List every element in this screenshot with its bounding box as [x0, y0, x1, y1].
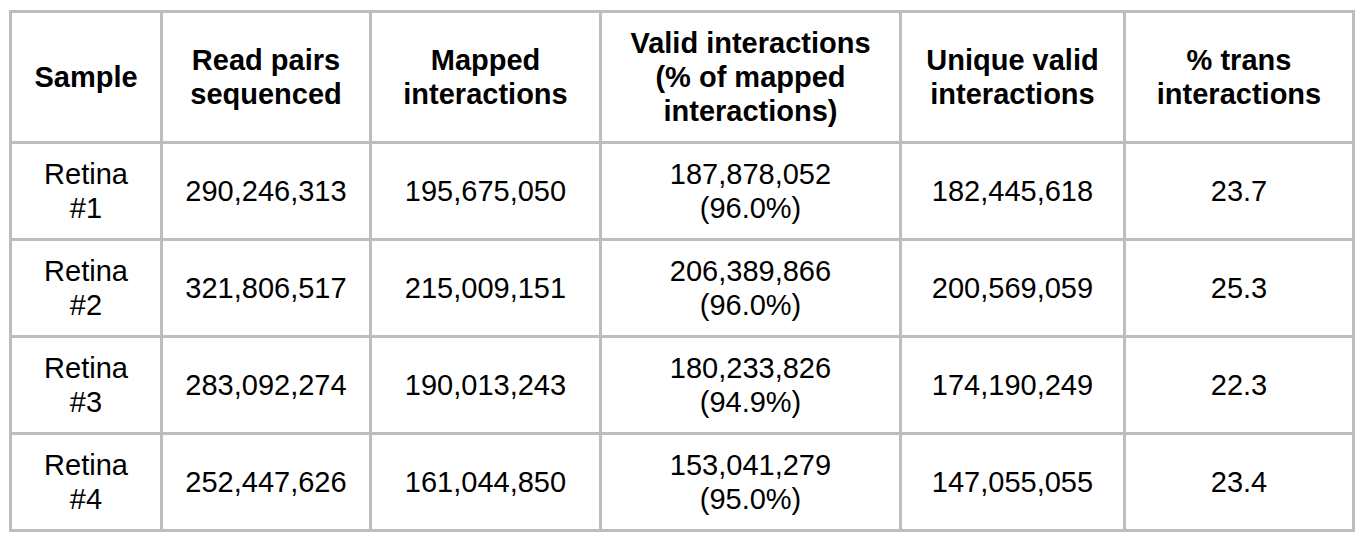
mapped-interactions-cell: 215,009,151	[371, 240, 601, 337]
read-pairs-cell: 283,092,274	[162, 337, 371, 434]
sample-cell: Retina #2	[11, 240, 162, 337]
table-row: Retina #4 252,447,626 161,044,850 153,04…	[11, 434, 1354, 531]
table-row: Retina #1 290,246,313 195,675,050 187,87…	[11, 143, 1354, 240]
unique-valid-interactions-cell: 182,445,618	[901, 143, 1125, 240]
percent-trans-cell: 22.3	[1125, 337, 1354, 434]
unique-valid-interactions-cell: 200,569,059	[901, 240, 1125, 337]
read-pairs-cell: 290,246,313	[162, 143, 371, 240]
col-header-valid-interactions: Valid interactions (% of mapped interact…	[601, 12, 901, 143]
col-header-unique-valid-interactions: Unique valid interactions	[901, 12, 1125, 143]
unique-valid-interactions-cell: 147,055,055	[901, 434, 1125, 531]
col-header-mapped-interactions: Mapped interactions	[371, 12, 601, 143]
table-row: Retina #2 321,806,517 215,009,151 206,38…	[11, 240, 1354, 337]
sequencing-stats-table: Sample Read pairs sequenced Mapped inter…	[9, 10, 1355, 532]
valid-interactions-cell: 153,041,279 (95.0%)	[601, 434, 901, 531]
mapped-interactions-cell: 190,013,243	[371, 337, 601, 434]
unique-valid-interactions-cell: 174,190,249	[901, 337, 1125, 434]
header-row: Sample Read pairs sequenced Mapped inter…	[11, 12, 1354, 143]
col-header-percent-trans-interactions: % trans interactions	[1125, 12, 1354, 143]
percent-trans-cell: 23.4	[1125, 434, 1354, 531]
percent-trans-cell: 25.3	[1125, 240, 1354, 337]
read-pairs-cell: 321,806,517	[162, 240, 371, 337]
sample-cell: Retina #3	[11, 337, 162, 434]
col-header-read-pairs-sequenced: Read pairs sequenced	[162, 12, 371, 143]
table-row: Retina #3 283,092,274 190,013,243 180,23…	[11, 337, 1354, 434]
col-header-sample: Sample	[11, 12, 162, 143]
valid-interactions-cell: 180,233,826 (94.9%)	[601, 337, 901, 434]
read-pairs-cell: 252,447,626	[162, 434, 371, 531]
sample-cell: Retina #4	[11, 434, 162, 531]
mapped-interactions-cell: 195,675,050	[371, 143, 601, 240]
percent-trans-cell: 23.7	[1125, 143, 1354, 240]
valid-interactions-cell: 187,878,052 (96.0%)	[601, 143, 901, 240]
mapped-interactions-cell: 161,044,850	[371, 434, 601, 531]
sample-cell: Retina #1	[11, 143, 162, 240]
valid-interactions-cell: 206,389,866 (96.0%)	[601, 240, 901, 337]
